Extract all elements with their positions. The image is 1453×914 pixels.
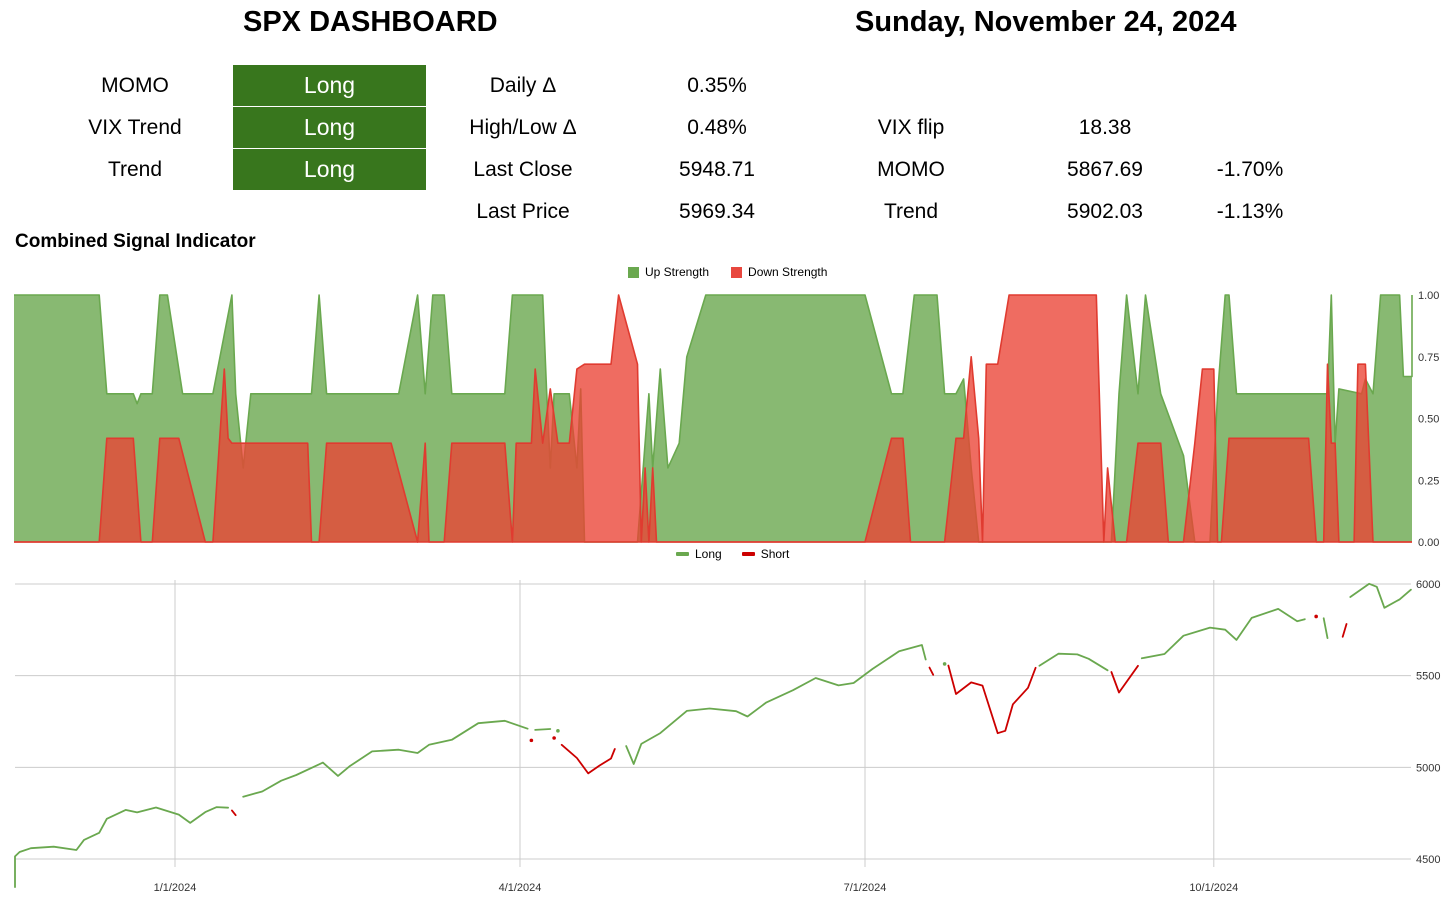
indicator-y-tick: 0.00 [1418,537,1439,549]
long-segment [1038,652,1109,672]
indicator-chart-title: Combined Signal Indicator [15,231,256,252]
legend-long: Long [695,547,722,561]
long-segment [242,719,529,798]
price-x-tick: 1/1/2024 [154,882,197,894]
stat-value-trend: 5902.03 [1067,200,1143,223]
legend-down-strength: Down Strength [748,265,828,279]
dashboard-date: Sunday, November 24, 2024 [855,6,1237,38]
short-segment [947,664,1037,735]
indicator-legend: Up Strength Down Strength [628,265,827,279]
long-line-swatch [676,552,689,556]
stat-value-daily-delta: 0.35% [687,74,747,97]
long-segment-point [942,662,947,666]
stat-label-last-price: Last Price [476,200,570,223]
long-segment [534,728,552,731]
stat-value-vix-flip: 18.38 [1078,116,1132,139]
short-segment-point [1314,614,1318,619]
short-segment [1341,623,1348,638]
long-segment [1140,608,1306,660]
indicator-y-tick: 0.50 [1418,414,1439,426]
price-x-tick: 10/1/2024 [1189,882,1238,894]
legend-short: Short [760,547,790,561]
down-strength-area [14,295,1412,542]
indicator-y-tick: 1.00 [1418,290,1439,302]
signal-label-momo: MOMO [101,74,169,97]
stat-pct-momo: -1.70% [1216,158,1284,181]
stat-label-daily-delta: Daily Δ [489,74,557,97]
price-x-tick: 7/1/2024 [844,882,887,894]
price-y-tick: 5000 [1416,762,1440,774]
indicator-y-tick: 0.75 [1418,352,1439,364]
stat-label-high-low-delta: High/Low Δ [469,116,577,139]
indicator-y-tick: 0.25 [1418,475,1439,487]
price-x-tick: 4/1/2024 [499,882,542,894]
long-segment-point [556,729,560,733]
stat-label-vix-flip: VIX flip [877,116,945,139]
signal-badge-momo: Long [233,65,426,106]
stat-value-momo: 5867.69 [1067,158,1143,181]
signal-badge-trend: Long [233,149,426,190]
price-legend: Long Short [676,547,789,561]
short-segment-point [552,736,556,740]
short-segment-point [529,738,534,743]
price-y-tick: 5500 [1416,671,1440,683]
stat-value-last-price: 5969.34 [679,200,755,223]
signal-strength-chart: 0.00 0.25 0.50 0.75 1.00 [14,290,1439,549]
short-segment [560,743,616,775]
long-segment [14,806,229,888]
short-segment [231,809,237,817]
down-strength-swatch [731,266,743,278]
stat-label-last-close: Last Close [473,158,573,181]
signal-label-trend: Trend [107,158,163,181]
stat-value-last-close: 5948.71 [679,158,755,181]
up-strength-swatch [628,266,639,278]
stat-value-high-low-delta: 0.48% [687,116,747,139]
signal-label-vix-trend: VIX Trend [88,116,182,139]
short-segment [928,666,935,676]
stat-pct-trend: -1.13% [1216,200,1284,223]
price-y-tick: 4500 [1416,854,1440,866]
signal-badge-vix-trend: Long [233,107,426,148]
price-y-tick: 6000 [1416,579,1440,591]
stat-label-momo: MOMO [877,158,945,181]
short-line-swatch [741,552,755,556]
dashboard-title: SPX DASHBOARD [243,6,498,38]
short-segment [1110,664,1139,694]
spx-price-chart: 4500 5000 5500 6000 1/1/2024 4/1/2024 7/1/2024… [14,579,1440,894]
stat-label-trend: Trend [883,200,939,223]
legend-up-strength: Up Strength [645,265,710,279]
long-segment [625,644,927,765]
long-segment [1322,617,1329,639]
long-segment [1349,582,1412,609]
